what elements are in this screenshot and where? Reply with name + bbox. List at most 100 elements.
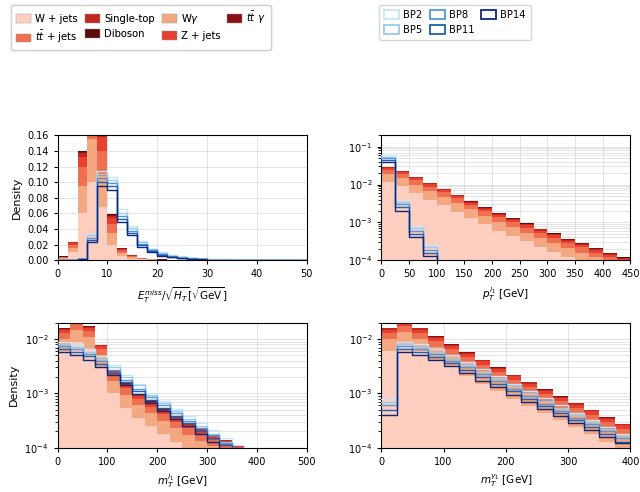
Bar bbox=[413, 338, 428, 351]
Bar bbox=[97, 207, 108, 260]
Bar bbox=[451, 198, 465, 203]
Bar bbox=[490, 391, 506, 492]
Bar bbox=[478, 209, 492, 211]
Bar bbox=[95, 349, 108, 355]
Bar bbox=[195, 441, 207, 454]
Bar bbox=[584, 410, 599, 411]
Bar bbox=[108, 375, 120, 381]
Bar bbox=[132, 395, 145, 396]
Bar bbox=[195, 430, 207, 434]
Bar bbox=[108, 233, 117, 245]
Bar bbox=[584, 411, 599, 415]
Bar bbox=[423, 184, 436, 186]
Bar bbox=[257, 457, 269, 460]
Bar bbox=[70, 320, 83, 321]
Bar bbox=[120, 385, 132, 388]
Bar bbox=[108, 370, 120, 371]
Bar bbox=[506, 236, 520, 492]
Bar bbox=[244, 452, 257, 455]
Bar bbox=[478, 208, 492, 209]
Bar bbox=[58, 259, 68, 260]
Bar bbox=[615, 435, 630, 448]
Bar bbox=[413, 330, 428, 333]
Bar bbox=[465, 210, 478, 218]
Bar bbox=[436, 190, 451, 192]
Bar bbox=[506, 380, 522, 386]
Bar bbox=[195, 429, 207, 430]
Bar bbox=[68, 252, 77, 260]
Bar bbox=[117, 249, 127, 251]
Bar bbox=[207, 440, 220, 446]
Bar bbox=[506, 375, 522, 376]
Bar bbox=[603, 255, 616, 257]
Bar bbox=[395, 186, 409, 492]
Bar bbox=[436, 197, 451, 206]
Bar bbox=[58, 351, 70, 492]
Bar bbox=[70, 324, 83, 330]
Bar bbox=[568, 427, 584, 492]
Bar bbox=[97, 128, 108, 130]
Bar bbox=[520, 233, 534, 241]
Bar bbox=[459, 363, 475, 376]
Bar bbox=[244, 451, 257, 452]
Bar bbox=[575, 262, 589, 492]
Bar bbox=[397, 326, 413, 332]
Bar bbox=[603, 257, 616, 262]
Bar bbox=[127, 255, 138, 256]
Bar bbox=[547, 238, 561, 243]
Bar bbox=[395, 171, 409, 172]
Bar bbox=[58, 257, 68, 258]
Bar bbox=[132, 418, 145, 492]
Bar bbox=[413, 333, 428, 338]
Bar bbox=[68, 248, 77, 252]
Bar bbox=[428, 360, 444, 492]
Bar bbox=[381, 338, 397, 351]
Bar bbox=[522, 406, 537, 492]
Bar bbox=[282, 465, 294, 467]
Bar bbox=[522, 394, 537, 406]
Bar bbox=[108, 218, 117, 223]
Legend: W + jets, $t\bar{t}$ + jets, Single-top, Diboson, W$\gamma$, Z + jets, $t\bar{t}: W + jets, $t\bar{t}$ + jets, Single-top,… bbox=[12, 5, 271, 50]
Bar bbox=[459, 376, 475, 492]
Bar bbox=[616, 258, 630, 259]
Bar bbox=[257, 456, 269, 457]
Bar bbox=[599, 441, 615, 492]
Bar bbox=[615, 429, 630, 435]
Bar bbox=[568, 403, 584, 404]
Bar bbox=[444, 349, 459, 355]
Bar bbox=[589, 266, 603, 492]
Bar bbox=[269, 462, 282, 465]
Bar bbox=[584, 421, 599, 434]
Bar bbox=[409, 177, 423, 178]
Bar bbox=[207, 446, 220, 459]
Bar bbox=[77, 152, 88, 154]
Bar bbox=[157, 434, 170, 492]
Y-axis label: Density: Density bbox=[9, 364, 19, 406]
Bar bbox=[83, 328, 95, 331]
Bar bbox=[451, 196, 465, 198]
Bar bbox=[428, 337, 444, 338]
Bar bbox=[561, 240, 575, 241]
Bar bbox=[490, 368, 506, 369]
Bar bbox=[157, 410, 170, 411]
Bar bbox=[520, 225, 534, 228]
Bar bbox=[490, 369, 506, 372]
Bar bbox=[207, 436, 220, 440]
Bar bbox=[182, 425, 195, 428]
Bar bbox=[182, 435, 195, 448]
Bar bbox=[282, 476, 294, 488]
Bar bbox=[547, 243, 561, 251]
Bar bbox=[127, 257, 138, 259]
Bar bbox=[492, 214, 506, 215]
Bar bbox=[145, 413, 157, 426]
Y-axis label: Density: Density bbox=[12, 177, 22, 219]
Bar bbox=[561, 241, 575, 244]
Bar bbox=[232, 447, 244, 451]
Bar bbox=[409, 180, 423, 184]
Legend: BP2, BP5, BP8, BP11, BP14: BP2, BP5, BP8, BP11, BP14 bbox=[380, 5, 531, 40]
Bar bbox=[77, 157, 88, 166]
Bar bbox=[220, 464, 232, 492]
Bar bbox=[465, 205, 478, 210]
Bar bbox=[195, 434, 207, 441]
Bar bbox=[397, 323, 413, 326]
